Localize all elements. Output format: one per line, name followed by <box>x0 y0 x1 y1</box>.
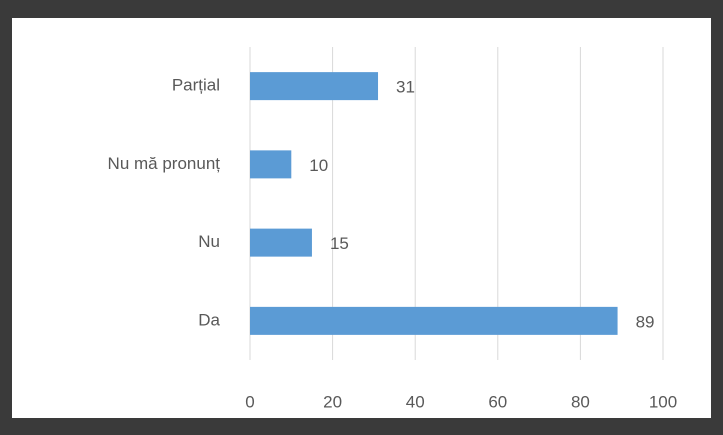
x-tick-label: 60 <box>488 392 507 411</box>
data-label: 15 <box>330 234 349 253</box>
x-tick-label: 40 <box>406 392 425 411</box>
data-label: 89 <box>636 312 655 331</box>
bar <box>250 228 312 257</box>
bar <box>250 72 379 101</box>
x-tick-label: 0 <box>245 392 254 411</box>
x-tick-label: 20 <box>323 392 342 411</box>
bar <box>250 150 292 179</box>
x-tick-label: 80 <box>571 392 590 411</box>
x-tick-label: 100 <box>649 392 677 411</box>
y-tick-label: Da <box>198 310 220 329</box>
y-tick-label: Nu <box>198 232 220 251</box>
y-tick-label: Parțial <box>172 76 220 95</box>
data-label: 31 <box>396 78 415 97</box>
y-tick-label: Nu mă pronunț <box>108 154 221 173</box>
data-label: 10 <box>309 156 328 175</box>
bar <box>250 306 618 335</box>
